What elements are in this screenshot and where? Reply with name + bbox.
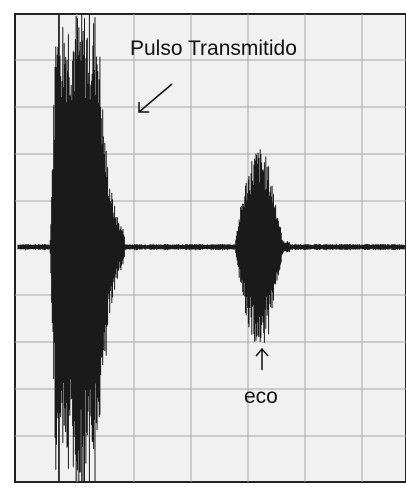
page: Pulso Transmitido eco (() => { const dat…	[0, 0, 406, 489]
oscilloscope-screen: Pulso Transmitido eco	[0, 0, 406, 489]
pulse-label: Pulso Transmitido	[130, 37, 297, 60]
echo-label: eco	[244, 385, 278, 408]
